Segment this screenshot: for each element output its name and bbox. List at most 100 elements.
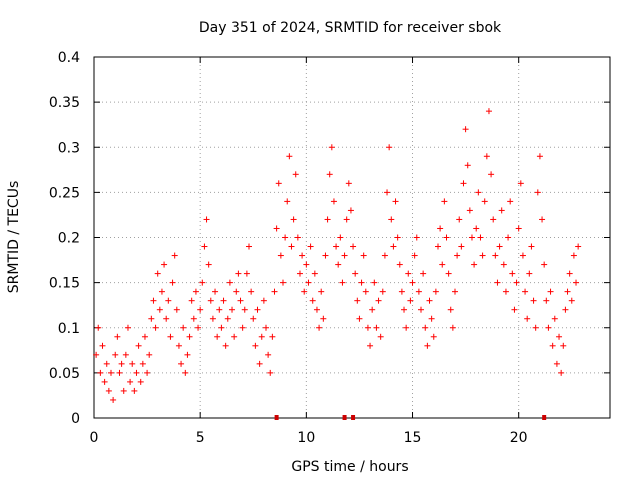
data-point <box>220 297 227 304</box>
data-point <box>413 234 420 241</box>
data-point <box>248 288 255 295</box>
data-point <box>428 315 435 322</box>
data-point <box>139 360 146 367</box>
data-point <box>505 234 512 241</box>
data-point <box>379 288 386 295</box>
data-point <box>137 378 144 385</box>
data-point <box>129 360 136 367</box>
data-point <box>175 342 182 349</box>
data-point <box>466 207 473 214</box>
data-point <box>422 324 429 331</box>
data-point <box>498 207 505 214</box>
data-point <box>456 216 463 223</box>
data-point <box>203 216 210 223</box>
data-point <box>186 333 193 340</box>
data-point <box>201 243 208 250</box>
data-point <box>246 243 253 250</box>
data-point <box>481 198 488 205</box>
data-point <box>543 297 550 304</box>
data-point <box>566 270 573 277</box>
data-point <box>141 333 148 340</box>
data-point <box>411 252 418 259</box>
zero-value-marker <box>351 415 356 420</box>
data-point <box>169 279 176 286</box>
data-point <box>352 270 359 277</box>
data-point <box>536 153 543 160</box>
data-point <box>420 270 427 277</box>
data-point <box>443 234 450 241</box>
data-point <box>330 198 337 205</box>
data-point <box>292 171 299 178</box>
data-point <box>405 270 412 277</box>
data-point <box>515 225 522 232</box>
data-point <box>114 333 121 340</box>
data-point <box>541 261 548 268</box>
data-point <box>511 306 518 313</box>
data-point <box>127 378 134 385</box>
data-point <box>95 324 102 331</box>
data-point <box>224 315 231 322</box>
data-point <box>519 252 526 259</box>
data-points <box>93 108 582 403</box>
data-point <box>258 333 265 340</box>
data-point <box>205 261 212 268</box>
data-point <box>475 189 482 196</box>
data-point <box>388 216 395 223</box>
data-point <box>526 270 533 277</box>
data-point <box>182 369 189 376</box>
data-point <box>250 315 257 322</box>
data-point <box>322 252 329 259</box>
zero-value-marker <box>542 415 547 420</box>
data-point <box>282 234 289 241</box>
data-point <box>432 288 439 295</box>
data-point <box>500 261 507 268</box>
data-point <box>133 369 140 376</box>
data-point <box>260 297 267 304</box>
data-point <box>449 324 456 331</box>
data-point <box>398 288 405 295</box>
data-point <box>401 306 408 313</box>
data-point <box>539 216 546 223</box>
data-point <box>97 369 104 376</box>
data-point <box>343 216 350 223</box>
data-point <box>373 324 380 331</box>
data-point <box>275 180 282 187</box>
axis-ticks: 0 0.05 0.1 0.15 0.2 0.25 0.3 0.35 0.4 0 5 10 15 20 <box>49 50 610 446</box>
data-point <box>517 180 524 187</box>
data-point <box>101 378 108 385</box>
y-tick-label: 0.3 <box>58 140 80 156</box>
x-tick-label: 5 <box>196 430 205 446</box>
data-point <box>483 153 490 160</box>
y-tick-label: 0.25 <box>49 185 80 201</box>
data-point <box>556 333 563 340</box>
data-point <box>110 396 117 403</box>
data-point <box>356 315 363 322</box>
data-point <box>235 270 242 277</box>
data-point <box>190 315 197 322</box>
data-point <box>575 243 582 250</box>
data-point <box>507 198 514 205</box>
data-point <box>165 297 172 304</box>
data-point <box>558 369 565 376</box>
data-point <box>479 252 486 259</box>
data-point <box>460 180 467 187</box>
data-point <box>394 234 401 241</box>
data-point <box>118 360 125 367</box>
data-point <box>553 360 560 367</box>
data-point <box>328 144 335 151</box>
y-tick-label: 0 <box>71 411 80 427</box>
data-point <box>209 315 216 322</box>
y-tick-label: 0.1 <box>58 321 80 337</box>
data-point <box>146 351 153 358</box>
data-point <box>124 324 131 331</box>
data-point <box>547 288 554 295</box>
data-point <box>296 270 303 277</box>
data-point <box>426 297 433 304</box>
data-point <box>288 243 295 250</box>
data-point <box>161 261 168 268</box>
data-point <box>103 360 110 367</box>
x-tick-label: 0 <box>90 430 99 446</box>
data-point <box>350 243 357 250</box>
data-point <box>243 270 250 277</box>
